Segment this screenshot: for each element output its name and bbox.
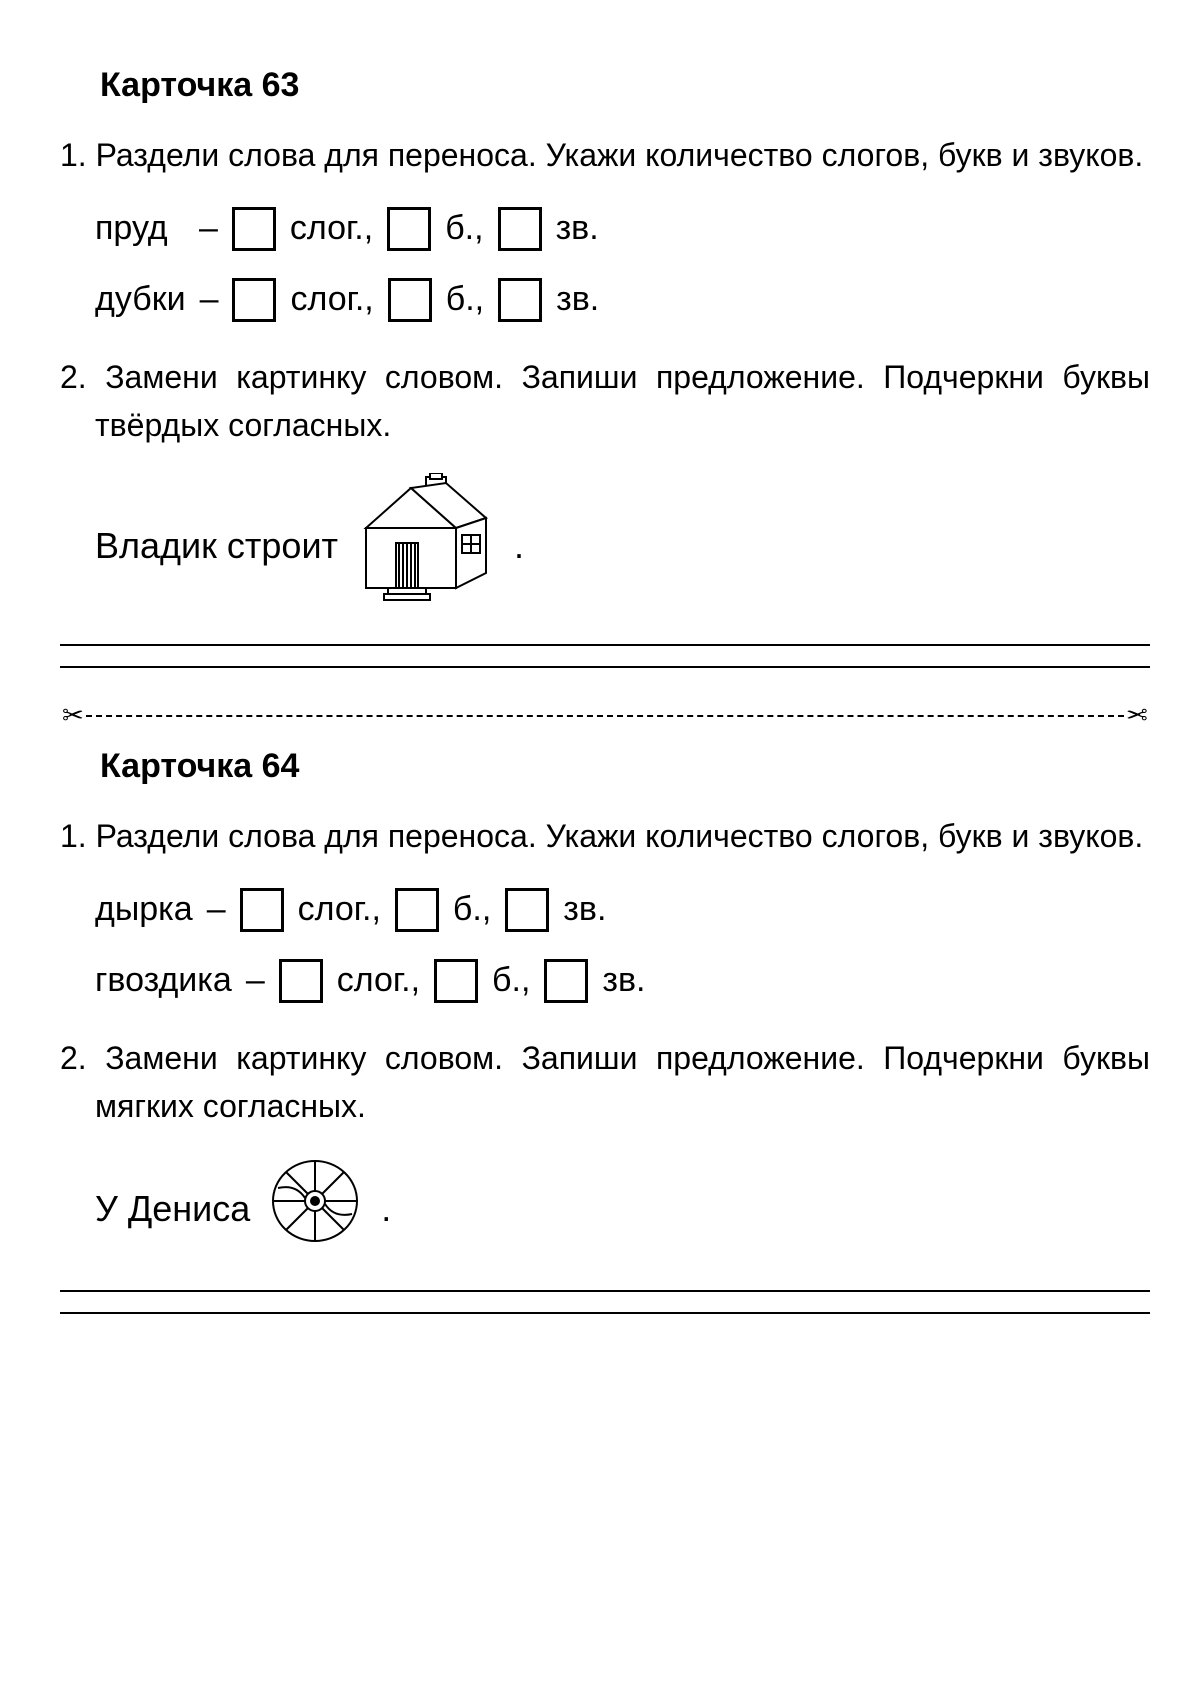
label-letters: б., [453,884,491,935]
task-text: 2. Замени картинку словом. Запиши предло… [60,1034,1150,1130]
label-letters: б., [446,274,484,325]
word-line-2: гвоздика – слог., б., зв. [60,955,1150,1006]
period: . [381,1182,391,1236]
cut-line: ✂ ✂ [60,696,1150,735]
card-64-task-1: 1. Раздели слова для переноса. Укажи кол… [60,812,1150,1006]
writing-line[interactable] [60,1282,1150,1292]
period: . [514,519,524,573]
writing-lines [60,636,1150,668]
sentence: Владик строит [60,473,1150,618]
sentence: У Дениса [60,1154,1150,1264]
scissors-icon: ✂ [1124,696,1150,735]
label-sounds: зв. [556,274,599,325]
task-body: Раздели слова для переноса. Укажи количе… [96,818,1144,854]
card-63-title: Карточка 63 [100,60,1150,111]
word: гвоздика [95,955,232,1006]
word: дырка [95,884,193,935]
task-number: 1. [60,137,87,173]
dash: – [200,274,219,325]
label-sounds: зв. [602,955,645,1006]
input-box-sounds[interactable] [498,207,542,251]
writing-line[interactable] [60,636,1150,646]
writing-lines [60,1282,1150,1314]
task-text: 1. Раздели слова для переноса. Укажи кол… [60,131,1150,179]
word-line-2: дубки – слог., б., зв. [60,274,1150,325]
input-box-syllables[interactable] [240,888,284,932]
task-number: 2. [60,359,87,395]
card-64: Карточка 64 1. Раздели слова для перенос… [60,741,1150,1314]
label-sounds: зв. [556,203,599,254]
task-text: 1. Раздели слова для переноса. Укажи кол… [60,812,1150,860]
spinning-top-icon [268,1154,363,1264]
task-number: 2. [60,1040,87,1076]
writing-line[interactable] [60,1304,1150,1314]
dashed-line [86,715,1124,717]
task-text: 2. Замени картинку словом. Запиши предло… [60,353,1150,449]
house-icon [356,473,496,618]
input-box-letters[interactable] [388,278,432,322]
scissors-icon: ✂ [60,696,86,735]
input-box-syllables[interactable] [232,207,276,251]
card-63-task-2: 2. Замени картинку словом. Запиши предло… [60,353,1150,668]
task-number: 1. [60,818,87,854]
input-box-syllables[interactable] [232,278,276,322]
input-box-letters[interactable] [387,207,431,251]
card-63: Карточка 63 1. Раздели слова для перенос… [60,60,1150,668]
label-syllables: слог., [290,274,373,325]
input-box-sounds[interactable] [544,959,588,1003]
input-box-sounds[interactable] [498,278,542,322]
sentence-text: Владик строит [95,519,338,573]
card-63-task-1: 1. Раздели слова для переноса. Укажи кол… [60,131,1150,325]
word: пруд [95,203,185,254]
label-syllables: слог., [298,884,381,935]
label-letters: б., [492,955,530,1006]
word: дубки [95,274,186,325]
label-syllables: слог., [290,203,373,254]
task-body: Раздели слова для переноса. Укажи количе… [96,137,1144,173]
task-body: Замени картинку словом. Запиши предложен… [95,1040,1150,1124]
task-body: Замени картинку словом. Запиши предложен… [95,359,1150,443]
input-box-letters[interactable] [395,888,439,932]
label-syllables: слог., [337,955,420,1006]
label-sounds: зв. [563,884,606,935]
input-box-syllables[interactable] [279,959,323,1003]
input-box-sounds[interactable] [505,888,549,932]
writing-line[interactable] [60,658,1150,668]
card-64-task-2: 2. Замени картинку словом. Запиши предло… [60,1034,1150,1314]
sentence-text: У Дениса [95,1182,250,1236]
word-line-1: пруд – слог., б., зв. [60,203,1150,254]
card-64-title: Карточка 64 [100,741,1150,792]
dash: – [246,955,265,1006]
input-box-letters[interactable] [434,959,478,1003]
dash: – [207,884,226,935]
word-line-1: дырка – слог., б., зв. [60,884,1150,935]
label-letters: б., [445,203,483,254]
dash: – [199,203,218,254]
